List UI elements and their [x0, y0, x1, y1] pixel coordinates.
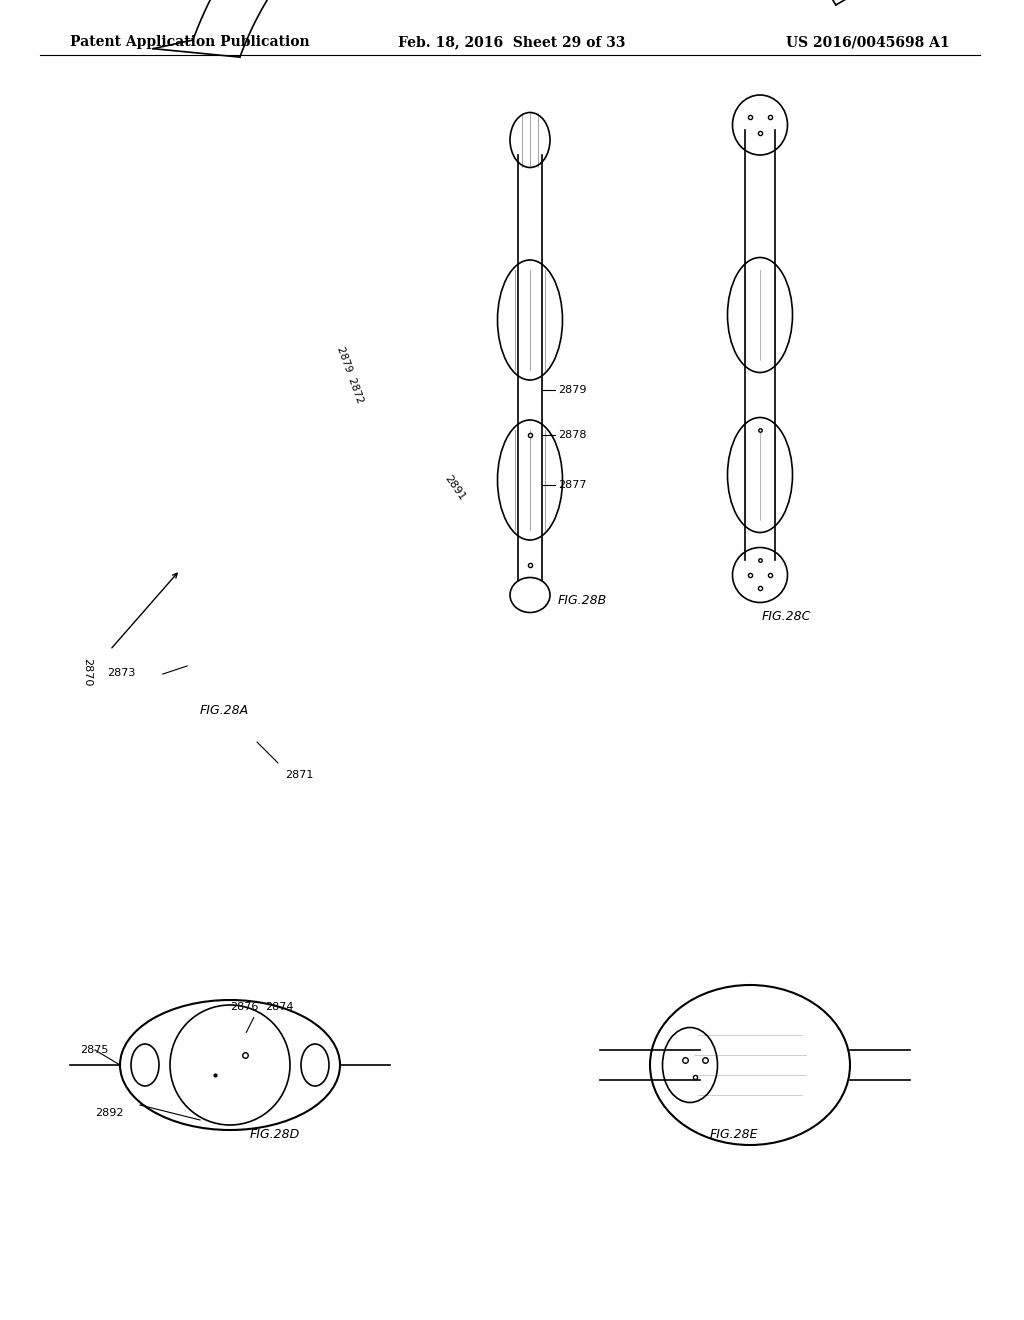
- Text: 2876: 2876: [230, 1002, 258, 1012]
- Text: 2874: 2874: [265, 1002, 294, 1012]
- Text: 2879  2872: 2879 2872: [335, 346, 365, 405]
- Text: FIG.28A: FIG.28A: [200, 704, 249, 717]
- Text: 2870: 2870: [82, 657, 92, 686]
- Text: 2877: 2877: [558, 480, 587, 490]
- Text: 2871: 2871: [285, 770, 313, 780]
- Text: 2875: 2875: [80, 1045, 109, 1055]
- Text: 2892: 2892: [95, 1107, 124, 1118]
- Text: 2878: 2878: [558, 430, 587, 440]
- Text: FIG.28C: FIG.28C: [762, 610, 811, 623]
- Text: Feb. 18, 2016  Sheet 29 of 33: Feb. 18, 2016 Sheet 29 of 33: [398, 36, 626, 49]
- Text: FIG.28E: FIG.28E: [710, 1129, 759, 1140]
- Text: 2891: 2891: [442, 473, 467, 502]
- Text: US 2016/0045698 A1: US 2016/0045698 A1: [786, 36, 950, 49]
- Text: FIG.28D: FIG.28D: [250, 1129, 300, 1140]
- Text: 2879: 2879: [558, 385, 587, 395]
- Text: 2873: 2873: [106, 668, 135, 678]
- Text: Patent Application Publication: Patent Application Publication: [70, 36, 309, 49]
- Text: FIG.28B: FIG.28B: [558, 594, 607, 606]
